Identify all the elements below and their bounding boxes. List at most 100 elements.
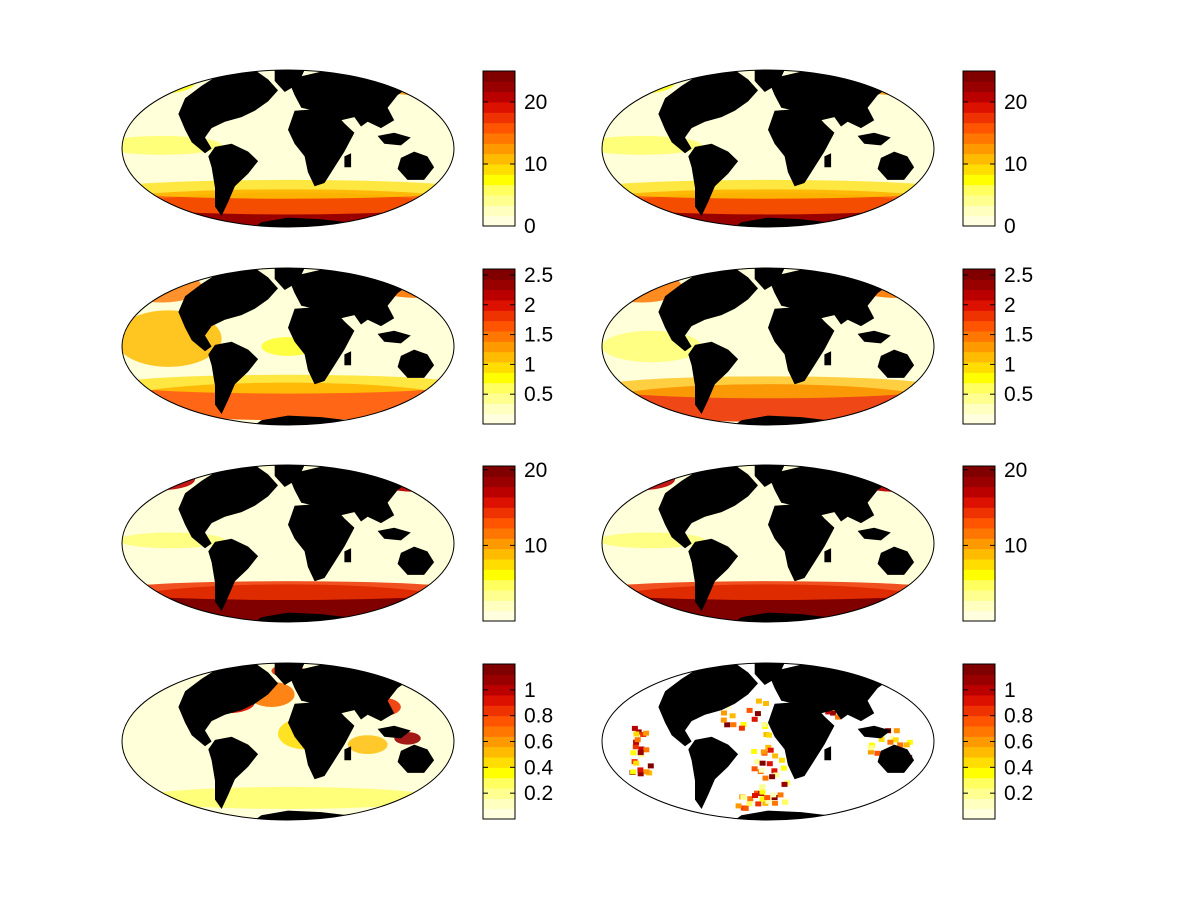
data-cell <box>825 709 832 715</box>
colorbar-step <box>483 507 515 519</box>
data-cell <box>914 692 921 698</box>
data-cell <box>630 750 637 756</box>
data-cell <box>730 722 737 728</box>
colorbar-step <box>483 279 515 291</box>
colorbar-step <box>963 767 995 779</box>
map-r4c2 <box>602 663 934 820</box>
data-cell <box>902 688 909 694</box>
colorbar-step <box>963 757 995 768</box>
colorbar-step <box>963 382 995 394</box>
colorbar-step <box>483 798 515 810</box>
colorbar-step <box>963 517 995 529</box>
colorbar-step <box>963 705 995 717</box>
data-cell <box>720 717 727 723</box>
colorbar-tick-label: 20 <box>524 459 547 482</box>
field-region <box>138 787 438 810</box>
map-outline <box>601 464 935 623</box>
land-eurasia <box>768 268 895 327</box>
data-cell <box>887 739 894 745</box>
land-australia <box>397 546 435 575</box>
data-cell <box>647 763 654 769</box>
colorbar-step <box>963 528 995 539</box>
colorbar-tick-label: 2 <box>1004 294 1016 317</box>
data-cell <box>782 799 789 805</box>
colorbar-step <box>483 382 515 394</box>
colorbar-step <box>963 102 995 113</box>
colorbar-step <box>963 81 995 93</box>
colorbar-step <box>963 695 995 706</box>
data-cell <box>643 769 650 775</box>
colorbar-tick-label: 10 <box>524 534 547 557</box>
data-cell <box>758 767 765 773</box>
land-australia <box>877 744 915 773</box>
data-cell <box>914 696 921 702</box>
panel-r3c1: 10 20 <box>121 459 547 623</box>
colorbar-frame <box>482 268 516 425</box>
colorbar-tick-label: 0.2 <box>1004 782 1033 805</box>
colorbar-step <box>483 91 515 103</box>
land-africa <box>288 702 355 780</box>
colorbar-step <box>963 71 995 82</box>
colorbar-step <box>963 559 995 570</box>
data-cell <box>633 731 640 737</box>
colorbar-tick-label: 0.6 <box>1004 731 1033 754</box>
data-cell <box>643 730 650 736</box>
data-cell <box>772 753 779 759</box>
data-cell <box>765 798 772 804</box>
land-indonesia <box>377 330 411 344</box>
land-australia <box>877 151 915 180</box>
colorbar-step <box>963 715 995 727</box>
colorbar-step <box>483 559 515 570</box>
colorbar-step <box>963 664 995 675</box>
colorbar-tick-label: 0.5 <box>524 383 553 406</box>
land-indonesia <box>377 132 411 146</box>
data-cell <box>724 722 731 728</box>
colorbar-tick-label: 0.8 <box>1004 705 1033 728</box>
colorbar-step <box>483 548 515 560</box>
colorbar-step <box>963 507 995 519</box>
colorbar-step <box>963 590 995 601</box>
data-cell <box>729 713 736 719</box>
data-cell <box>893 728 900 734</box>
land-madagascar <box>824 351 832 366</box>
colorbar-step <box>963 466 995 477</box>
data-cell <box>909 686 915 692</box>
colorbar-step <box>483 684 515 696</box>
colorbar-tick-label: 0.4 <box>524 756 554 779</box>
colorbar-frame <box>962 268 996 425</box>
colorbar-step <box>483 590 515 601</box>
colorbar-step <box>483 476 515 488</box>
colorbar-r1c2: 0 10 20 <box>962 70 1027 238</box>
colorbar-step <box>963 736 995 748</box>
data-cell <box>746 801 753 807</box>
land-australia <box>877 349 915 378</box>
colorbar-r3c1: 10 20 <box>482 459 547 622</box>
land-southAmerica <box>208 341 259 414</box>
land-madagascar <box>344 746 352 761</box>
data-cell <box>752 793 758 798</box>
colorbar-step <box>963 215 995 227</box>
land-madagascar <box>344 548 352 563</box>
land-indonesia <box>377 725 411 739</box>
data-cell <box>903 742 910 748</box>
data-cell <box>747 796 754 802</box>
land-southAmerica <box>208 736 259 809</box>
colorbar-step <box>963 341 995 353</box>
land-eurasia <box>768 465 895 524</box>
colorbar-step <box>483 133 515 144</box>
land-africa <box>288 109 355 187</box>
data-cell <box>630 769 637 775</box>
data-cell <box>780 765 787 771</box>
colorbar-step <box>963 393 995 404</box>
data-cell <box>637 767 644 773</box>
data-cell <box>770 792 777 798</box>
colorbar-step <box>963 164 995 175</box>
colorbar-r4c2: 0.2 0.40.6 0.8 1 <box>962 663 1034 820</box>
data-cell <box>638 746 645 752</box>
colorbar-step <box>483 195 515 206</box>
panel-r4c2: 0.2 0.40.6 0.8 1 <box>601 662 1034 821</box>
data-cell <box>766 761 773 767</box>
data-cell <box>643 747 650 753</box>
field-region <box>602 376 934 399</box>
data-cell <box>830 710 837 716</box>
